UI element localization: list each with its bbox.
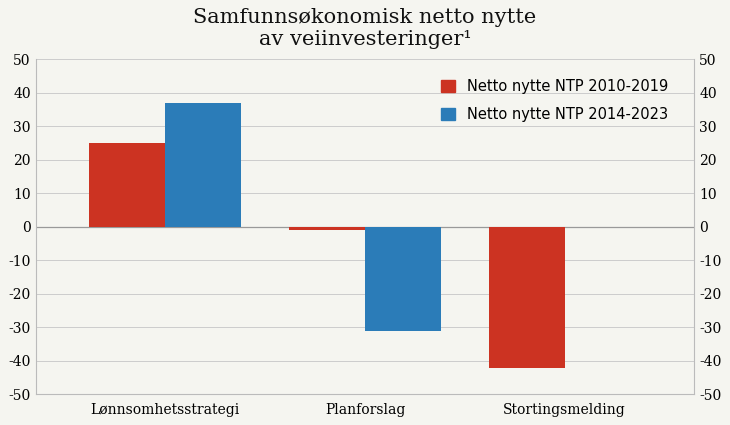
Bar <box>289 227 365 230</box>
Title: Samfunnsøkonomisk netto nytte
av veiinvesteringer¹: Samfunnsøkonomisk netto nytte av veiinve… <box>193 8 537 49</box>
Bar <box>365 227 441 331</box>
Bar <box>489 227 564 368</box>
Legend: Netto nytte NTP 2010-2019, Netto nytte NTP 2014-2023: Netto nytte NTP 2010-2019, Netto nytte N… <box>435 73 674 128</box>
Bar <box>166 103 241 227</box>
Bar <box>90 143 166 227</box>
